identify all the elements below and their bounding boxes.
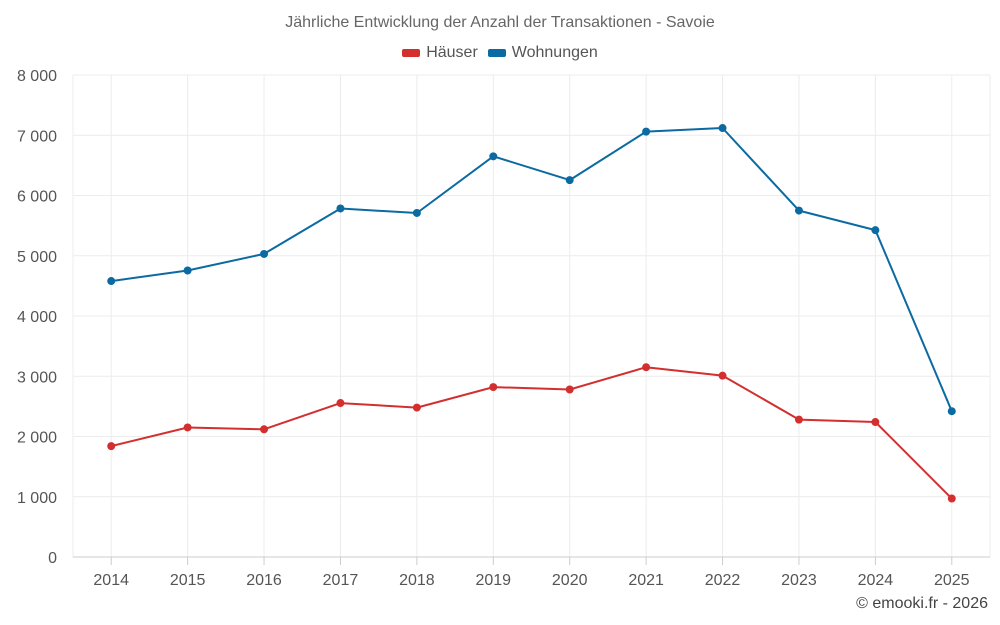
data-point-wohnungen [718,124,727,133]
legend-swatch-wohnungen [487,49,506,57]
legend-item-wohnungen[interactable]: Wohnungen [487,44,598,62]
data-point-haeuser [260,425,269,434]
x-tick-label: 2025 [934,572,970,589]
data-point-haeuser [642,363,651,372]
x-tick-label: 2024 [858,572,894,589]
y-tick-label: 6 000 [17,189,57,206]
data-point-wohnungen [183,266,192,275]
legend-item-haeuser[interactable]: Häuser [402,44,478,62]
series-group [107,124,956,503]
data-point-wohnungen [489,152,498,161]
grid [72,74,991,557]
legend-label-wohnungen: Wohnungen [511,44,598,61]
data-point-wohnungen [412,208,421,217]
y-tick-label: 1 000 [17,490,57,507]
legend-swatch-haeuser [402,49,421,57]
y-tick-label: 0 [48,550,57,567]
y-tick-label: 3 000 [17,369,57,386]
y-tick-label: 2 000 [17,430,57,447]
data-point-wohnungen [947,407,956,416]
x-tick-label: 2023 [781,572,817,589]
chart-title: Jährliche Entwicklung der Anzahl der Tra… [285,14,715,31]
x-tick-label: 2015 [170,572,206,589]
data-point-haeuser [107,442,116,451]
data-point-haeuser [565,385,574,394]
x-tick-label: 2017 [323,572,359,589]
series-line-wohnungen [111,127,953,412]
credit-text: © emooki.fr - 2026 [856,595,988,612]
data-point-haeuser [336,399,345,408]
x-tick-label: 2018 [399,572,435,589]
x-tick-label: 2020 [552,572,588,589]
data-point-haeuser [947,494,956,503]
data-point-haeuser [183,423,192,432]
axes: 0 1 000 2 000 3 000 4 000 5 000 6 000 7 000 8 00… [17,68,990,589]
data-point-haeuser [794,415,803,424]
y-tick-label: 5 000 [17,249,57,266]
data-point-wohnungen [107,277,116,286]
x-tick-label: 2014 [93,572,129,589]
y-tick-label: 4 000 [17,309,57,326]
data-point-wohnungen [260,249,269,258]
x-tick-label: 2019 [475,572,511,589]
data-point-wohnungen [871,226,880,235]
data-point-haeuser [871,418,880,427]
x-tick-label: 2022 [705,572,741,589]
data-point-wohnungen [794,206,803,215]
series-line-haeuser [110,366,953,500]
legend-label-haeuser: Häuser [426,44,478,61]
y-tick-label: 8 000 [17,68,57,85]
data-point-wohnungen [565,176,574,185]
data-point-wohnungen [336,204,345,213]
data-point-wohnungen [642,127,651,136]
data-point-haeuser [489,383,498,392]
data-point-haeuser [412,403,421,412]
legend: Häuser Wohnungen [0,44,1000,62]
x-tick-label: 2021 [628,572,664,589]
data-point-haeuser [718,371,727,380]
y-tick-label: 7 000 [17,128,57,145]
x-tick-label: 2016 [246,572,282,589]
